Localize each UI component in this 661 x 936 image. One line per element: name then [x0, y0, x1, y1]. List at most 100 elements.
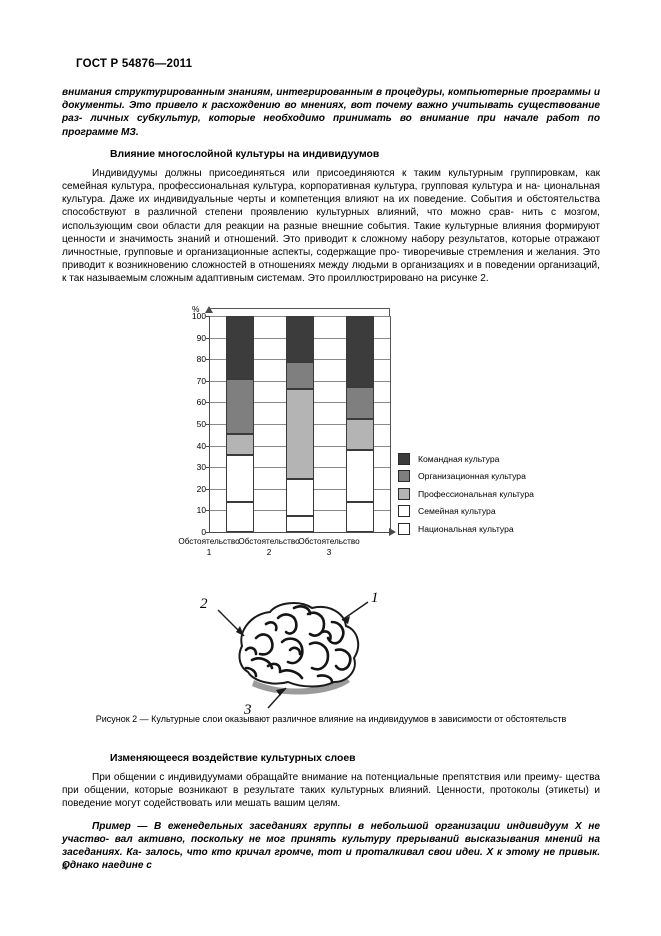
y-axis-tick-mark	[206, 532, 210, 533]
legend-swatch-organizational-culture	[398, 470, 410, 483]
x-category-index: 2	[266, 548, 272, 557]
example-paragraph-line: залось, что кто кричал громче, тот и про…	[62, 847, 601, 872]
legend-label: Профессиональная культура	[418, 488, 534, 499]
callout-label-1: 1	[371, 590, 379, 606]
y-axis-tick-label: 50	[196, 419, 206, 429]
chart-bar-segment	[286, 515, 314, 532]
y-axis-arrow	[205, 306, 213, 313]
chart-bar	[346, 316, 374, 532]
example-paragraph: Пример — В еженедельных заседаниях групп…	[62, 820, 600, 873]
legend-label: Командная культура	[418, 453, 500, 464]
top-paragraph-line: документы. Это привело к расхождению во …	[62, 100, 600, 125]
legend-swatch-command-culture	[398, 452, 410, 465]
section-paragraph-line: результатов, которые отражают личностные…	[62, 233, 600, 259]
legend-swatch-professional-culture	[398, 487, 410, 500]
legend-item: Командная культура	[398, 450, 598, 468]
chart-bar-segment	[286, 362, 314, 390]
y-axis-tick-label: 90	[196, 332, 206, 343]
x-category-index: 1	[206, 548, 212, 557]
legend-label: Семейная культура	[418, 506, 496, 517]
y-axis-tick-mark	[206, 380, 210, 382]
chart-bar	[286, 316, 314, 532]
chart-frame-top	[209, 308, 390, 316]
section-paragraph-line: и обстоятельства способствуют в различно…	[62, 194, 600, 219]
y-axis-tick-mark	[206, 316, 210, 317]
example-paragraph-line: Пример — В еженедельных заседаниях групп…	[62, 820, 600, 845]
top-paragraph: внимания структурированным знаниям, инте…	[62, 86, 600, 139]
y-axis-tick-label: 0	[201, 527, 206, 537]
x-category-index: 3	[326, 548, 332, 557]
lower-paragraph-line: (этикеты) и поведение могут содействоват…	[62, 785, 600, 810]
chart-bar-segment	[346, 316, 374, 388]
legend-swatch-family-culture	[398, 505, 410, 518]
legend-label: Организационная культура	[418, 471, 526, 482]
y-axis-tick-mark	[206, 359, 210, 361]
y-axis-tick-label: 80	[196, 354, 206, 365]
x-category-name: Обстоятельство	[298, 537, 360, 546]
chart-bar-segment	[226, 433, 254, 456]
legend-item: Организационная культура	[398, 468, 598, 486]
lower-paragraph-line: щества при общении, которые возникают в …	[62, 772, 600, 797]
section-paragraph-line: как семейная культура, профессиональная …	[62, 167, 600, 193]
top-paragraph-line: личных субкультур, которые необходимо пр…	[62, 113, 600, 138]
y-axis-tick-label: 100	[192, 311, 206, 321]
document-header: ГОСТ Р 54876—2011	[76, 58, 193, 70]
y-axis-tick-mark	[206, 488, 210, 490]
section-paragraph-line: влияния формируют ценности и значимость …	[62, 220, 600, 245]
callout-label-2: 2	[200, 596, 208, 612]
y-axis-unit-label: %	[192, 304, 200, 314]
y-axis-tick-mark	[206, 424, 210, 425]
legend-item: Профессиональная культура	[398, 485, 598, 503]
callout-label-3: 3	[243, 702, 252, 718]
y-axis-tick-label: 70	[196, 375, 206, 386]
figure-2: % 0 10 20 30 40 50 60 70 80 90 100 Обстоятельство …	[62, 304, 600, 726]
callout-2: 2	[200, 596, 245, 637]
chart-bar-segment	[346, 501, 374, 532]
chart-bar-segment	[346, 418, 374, 450]
chart-plot-area: 0 10 20 30 40 50 60 70 80 90 100	[192, 311, 391, 537]
chart-bar-segment	[286, 389, 314, 480]
x-axis-arrow	[389, 528, 396, 536]
chart-bar-segment	[226, 316, 254, 379]
y-axis-tick-label: 20	[196, 483, 206, 494]
stacked-bar-chart: % 0 10 20 30 40 50 60 70 80 90 100 Обстоятельство …	[137, 304, 397, 558]
x-category-label-3: Обстоятельство 3	[287, 536, 371, 558]
chart-bar-segment	[286, 316, 314, 363]
body-column: внимания структурированным знаниям, инте…	[62, 86, 600, 286]
chart-bar-segment	[226, 455, 254, 502]
section-paragraph-line: тиворечивые стремления и желания. Это пр…	[62, 247, 601, 272]
x-category-label-1: Обстоятельство 1	[167, 536, 251, 558]
legend-item: Семейная культура	[398, 503, 598, 521]
example-paragraph-line: вал активно, поскольку не мог принять ку…	[62, 833, 600, 859]
chart-bar-segment	[346, 387, 374, 419]
brain-illustration-svg: 1 2 3	[200, 590, 379, 718]
chart-bar-segment	[226, 501, 254, 532]
y-axis-tick-mark	[206, 402, 210, 404]
lower-paragraph: При общении с индивидуумами обращайте вн…	[62, 771, 600, 811]
section-paragraph: Индивидуумы должны присоединяться или пр…	[62, 167, 600, 286]
top-paragraph-line: внимания структурированным знаниям, инте…	[62, 87, 600, 98]
x-category-name: Обстоятельство	[178, 537, 240, 546]
chart-bar-segment	[346, 449, 374, 502]
section-paragraph-line: Индивидуумы должны присоединяться или пр…	[92, 167, 578, 179]
chart-bar-segment	[286, 479, 314, 516]
section-paragraph-line: людьми в организациях и в поведении орга…	[62, 260, 600, 285]
chart-legend: Командная культура Организационная культ…	[398, 450, 598, 538]
section-paragraph-line: нить с мозгом, использующим свои области…	[62, 207, 600, 232]
brain-folds	[244, 605, 352, 684]
brain-diagram: 1 2 3	[182, 588, 402, 718]
y-axis-tick-mark	[206, 337, 210, 339]
section-paragraph-line: Это проиллюстрировано на рисунке 2.	[307, 273, 489, 285]
y-axis-tick-mark	[206, 510, 210, 512]
lower-paragraph-line: При общении с индивидуумами обращайте вн…	[92, 772, 563, 783]
legend-label: Национальная культура	[418, 523, 514, 534]
y-axis-tick-label: 30	[196, 462, 206, 473]
page-number: 4	[62, 862, 68, 873]
legend-item: Национальная культура	[398, 520, 598, 538]
legend-swatch-national-culture	[398, 522, 410, 535]
y-axis-tick-label: 60	[196, 397, 206, 408]
callout-1: 1	[341, 590, 379, 624]
figure-caption: Рисунок 2 — Культурные слои оказывают ра…	[95, 714, 567, 724]
callout-3: 3	[243, 687, 287, 718]
